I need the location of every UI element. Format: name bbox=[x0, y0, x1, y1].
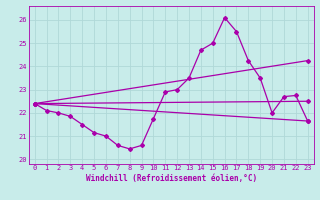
X-axis label: Windchill (Refroidissement éolien,°C): Windchill (Refroidissement éolien,°C) bbox=[86, 174, 257, 183]
